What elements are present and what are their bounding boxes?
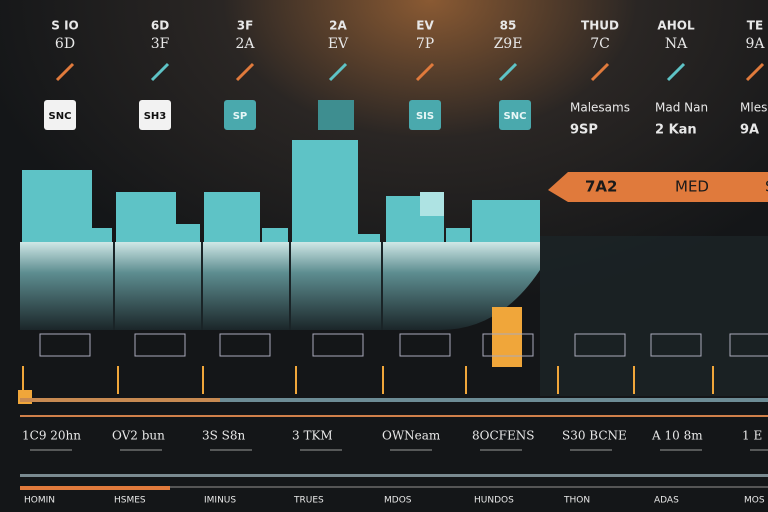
badge	[139, 100, 171, 130]
badge	[409, 100, 441, 130]
tick-stroke	[235, 62, 255, 82]
grille	[39, 333, 91, 357]
footer-label: HOMIN	[24, 496, 55, 506]
header-top: EV	[416, 19, 434, 33]
header-bottom: 7C	[590, 36, 610, 52]
header-top: THUD	[581, 19, 619, 33]
stat-label: Malesams	[570, 101, 630, 115]
footer-label: HUNDOS	[474, 496, 514, 506]
footer-label: MDOS	[384, 496, 412, 506]
labels: S IO 6D 6D 3F 3F 2A 2A EV EV 7P 85 Z9E THUD 7C AHOL NA T…	[22, 19, 768, 506]
badge-icon	[318, 100, 354, 130]
header-top: 6D	[151, 19, 169, 33]
stat-label: Mad Nan	[655, 101, 708, 115]
panel	[540, 236, 768, 396]
tick-stroke	[498, 62, 518, 82]
bars	[22, 140, 540, 242]
band	[20, 242, 540, 330]
badge-label: SP	[233, 111, 248, 122]
header-top: 3F	[237, 19, 254, 33]
badge	[499, 100, 531, 130]
footer-label: ADAS	[654, 496, 679, 506]
readout: A 10 8m	[651, 429, 703, 443]
banner-text: MED	[675, 178, 709, 196]
header-top: 2A	[329, 19, 347, 33]
grille	[312, 333, 364, 357]
header-top: TE	[747, 19, 763, 33]
stat-value: 9SP	[570, 123, 598, 138]
header-top: 85	[500, 19, 517, 33]
banner	[548, 172, 768, 202]
rule	[20, 486, 170, 490]
footer-label: MOS	[744, 496, 765, 506]
tick-stroke	[328, 62, 348, 82]
readout: 8OCFENS	[472, 429, 534, 443]
grille	[134, 333, 186, 357]
header-bottom: 2A	[235, 36, 255, 52]
orange-block	[492, 307, 522, 367]
header-bottom: 6D	[55, 36, 75, 52]
footer-label: IMINUS	[204, 496, 236, 506]
tick-stroke	[415, 62, 435, 82]
footer-label: HSMES	[114, 496, 146, 506]
grille	[574, 333, 626, 357]
readout: OV2 bun	[112, 429, 165, 443]
track-progress	[20, 398, 220, 402]
grille	[399, 333, 451, 357]
header-top: S IO	[51, 19, 79, 33]
rule	[170, 486, 768, 488]
rule	[20, 415, 768, 417]
banner-text: 7A2	[585, 178, 617, 196]
grille	[482, 333, 534, 357]
badge	[224, 100, 256, 130]
header-bottom: 9A	[745, 36, 765, 52]
grille	[650, 333, 702, 357]
badge-label: SNC	[504, 111, 527, 122]
badge	[44, 100, 76, 130]
stat-value: 2 Kan	[655, 123, 697, 138]
header-bottom: NA	[665, 36, 688, 52]
badge-label: SIS	[416, 111, 434, 122]
readout: 1 E	[742, 429, 762, 443]
readout: 3 TKM	[292, 429, 333, 443]
stat-value: 9A	[740, 123, 759, 138]
header-top: AHOL	[657, 19, 695, 33]
readout: 1C9 20hn	[22, 429, 81, 443]
tick-stroke	[55, 62, 75, 82]
grille	[219, 333, 271, 357]
header-bottom: EV	[328, 36, 349, 52]
track	[20, 398, 768, 402]
readout: S30 BCNE	[562, 429, 627, 443]
banner-text: SF	[765, 178, 768, 196]
tick-stroke	[150, 62, 170, 82]
badge-label: SNC	[49, 111, 72, 122]
badge-label: SH3	[144, 111, 167, 122]
tick-stroke	[666, 62, 686, 82]
header-bottom: Z9E	[494, 36, 523, 52]
header-bottom: 7P	[416, 36, 434, 52]
tick-stroke	[590, 62, 610, 82]
readout: 3S S8n	[202, 429, 246, 443]
footer-label: TRUES	[293, 496, 324, 506]
tick-stroke	[745, 62, 765, 82]
band-dividers	[113, 242, 383, 330]
grille	[729, 333, 768, 357]
readout: OWNeam	[382, 429, 441, 443]
rule	[20, 474, 768, 477]
stat-label: Mlesi	[740, 101, 768, 115]
footer-label: THON	[563, 496, 590, 506]
header-bottom: 3F	[151, 36, 170, 52]
